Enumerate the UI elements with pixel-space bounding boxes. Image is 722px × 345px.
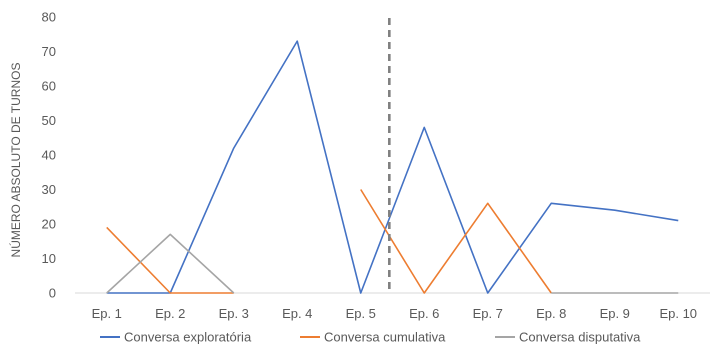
x-tick-label: Ep. 1 bbox=[92, 306, 122, 321]
series-line bbox=[106, 40, 679, 294]
series-line bbox=[106, 226, 234, 294]
legend-label: Conversa exploratória bbox=[124, 330, 252, 345]
x-tick-label: Ep. 7 bbox=[473, 306, 503, 321]
y-tick-label: 10 bbox=[42, 251, 56, 266]
y-tick-label: 50 bbox=[42, 113, 56, 128]
x-tick-label: Ep. 3 bbox=[219, 306, 249, 321]
x-tick-label: Ep. 6 bbox=[409, 306, 439, 321]
x-tick-label: Ep. 8 bbox=[536, 306, 566, 321]
y-axis-ticks: 0 10 20 30 40 50 60 70 80 bbox=[42, 10, 56, 301]
legend-label: Conversa disputativa bbox=[519, 330, 641, 345]
y-tick-label: 20 bbox=[42, 217, 56, 232]
legend: Conversa exploratória Conversa cumulativa… bbox=[100, 330, 641, 345]
x-tick-label: Ep. 10 bbox=[659, 306, 697, 321]
y-tick-label: 30 bbox=[42, 182, 56, 197]
series-lines bbox=[106, 40, 679, 294]
y-tick-label: 80 bbox=[42, 10, 56, 25]
legend-item: Conversa disputativa bbox=[495, 330, 641, 345]
legend-item: Conversa cumulativa bbox=[300, 330, 446, 345]
legend-item: Conversa exploratória bbox=[100, 330, 252, 345]
x-axis-ticks: Ep. 1 Ep. 2 Ep. 3 Ep. 4 Ep. 5 Ep. 6 Ep. 7 Ep. 8… bbox=[92, 306, 697, 321]
series-2 bbox=[106, 189, 552, 294]
x-tick-label: Ep. 4 bbox=[282, 306, 312, 321]
y-tick-label: 70 bbox=[42, 44, 56, 59]
series-3 bbox=[106, 233, 679, 294]
x-tick-label: Ep. 2 bbox=[155, 306, 185, 321]
x-tick-label: Ep. 9 bbox=[600, 306, 630, 321]
series-line bbox=[360, 189, 552, 294]
y-axis-title: NÚMERO ABSOLUTO DE TURNOS bbox=[8, 63, 23, 258]
y-axis-title-group: NÚMERO ABSOLUTO DE TURNOS bbox=[8, 63, 23, 258]
y-tick-label: 40 bbox=[42, 148, 56, 163]
series-line bbox=[106, 233, 235, 294]
x-tick-label: Ep. 5 bbox=[346, 306, 376, 321]
y-tick-label: 60 bbox=[42, 79, 56, 94]
legend-label: Conversa cumulativa bbox=[324, 330, 446, 345]
y-tick-label: 0 bbox=[49, 286, 56, 301]
